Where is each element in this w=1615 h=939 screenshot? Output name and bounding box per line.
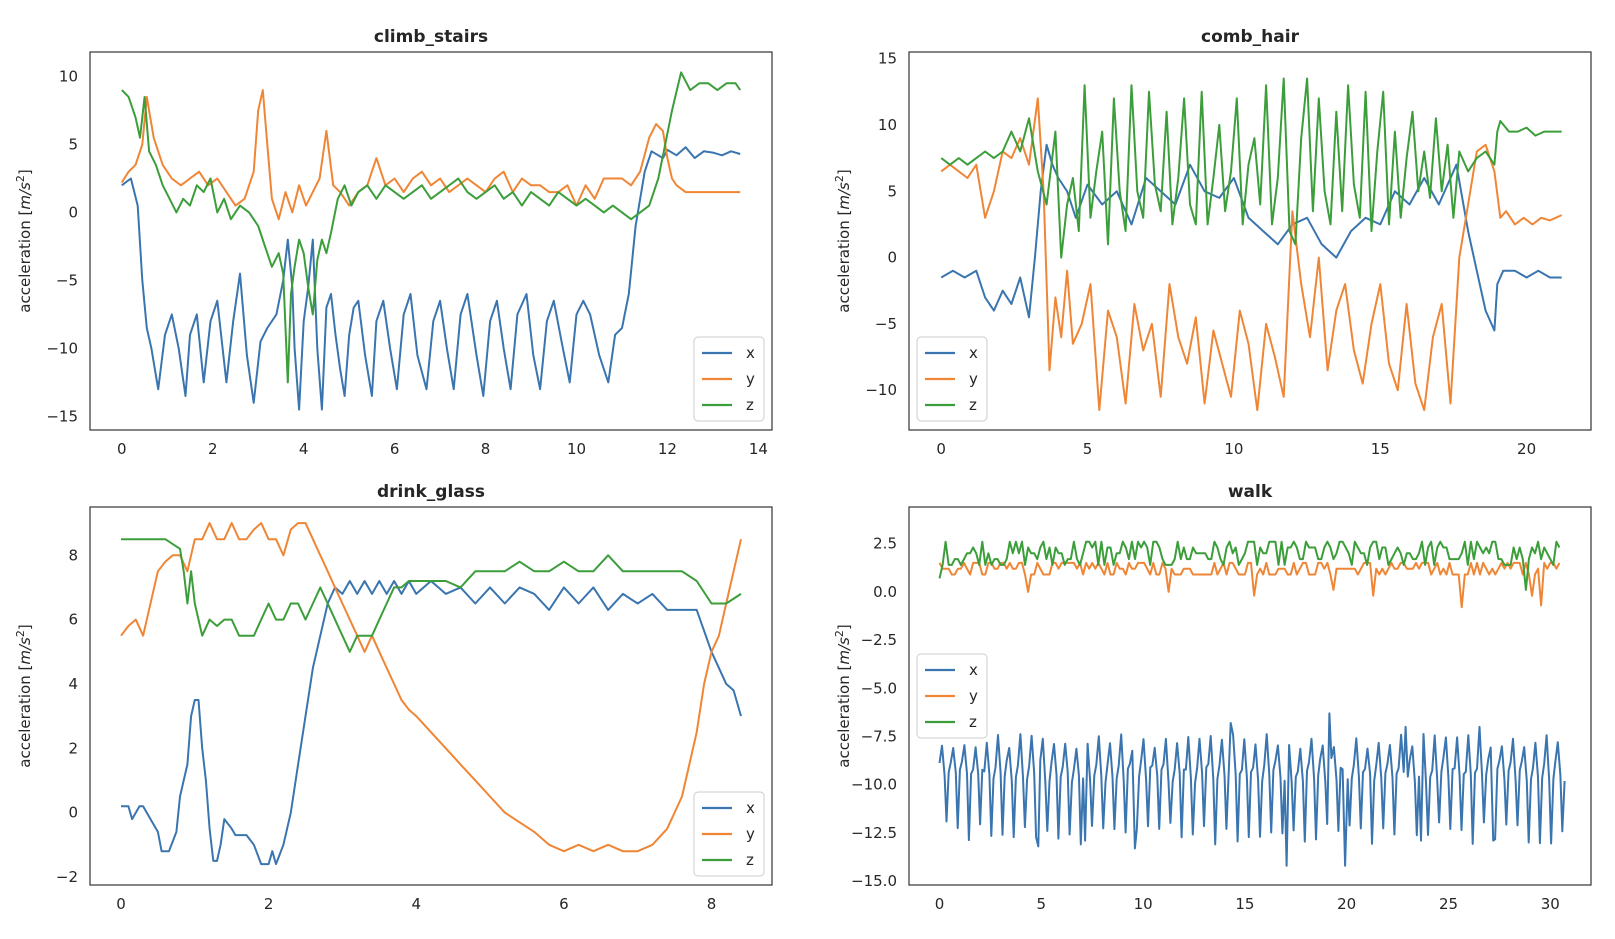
x-tick-label: 2 — [264, 895, 274, 913]
y-tick-label: 2 — [68, 739, 78, 757]
x-tick-label: 12 — [658, 440, 677, 458]
y-tick-label: −10 — [865, 381, 897, 399]
y-tick-label: 5 — [68, 135, 78, 153]
x-tick-label: 5 — [1037, 895, 1047, 913]
y-axis-label: acceleration [m/s2] — [14, 169, 34, 312]
chart-title: comb_hair — [1201, 27, 1300, 47]
legend-label-z: z — [746, 851, 754, 869]
y-tick-label: −15 — [46, 407, 78, 425]
series-line-y — [120, 89, 741, 221]
x-tick-label: 8 — [707, 895, 717, 913]
x-tick-label: 20 — [1517, 440, 1536, 458]
y-tick-label: 4 — [68, 675, 78, 693]
x-tick-label: 14 — [749, 440, 768, 458]
legend-label-x: x — [969, 661, 978, 679]
y-tick-label: −5 — [56, 271, 78, 289]
legend-label-x: x — [746, 344, 755, 362]
x-tick-label: 10 — [567, 440, 586, 458]
series-line-z — [940, 77, 1562, 259]
y-axis-label: acceleration [m/s2] — [833, 624, 853, 767]
x-tick-label: 4 — [299, 440, 309, 458]
legend-label-y: y — [969, 687, 978, 705]
y-tick-label: −12.5 — [851, 824, 897, 842]
y-tick-label: 6 — [68, 611, 78, 629]
y-tick-label: −5 — [875, 315, 897, 333]
x-tick-label: 30 — [1541, 895, 1560, 913]
legend-label-y: y — [969, 370, 978, 388]
y-tick-label: −15.0 — [851, 872, 897, 890]
x-tick-label: 10 — [1224, 440, 1243, 458]
x-tick-label: 0 — [936, 440, 946, 458]
legend-label-z: z — [969, 396, 977, 414]
legend-label-y: y — [746, 825, 755, 843]
series-line-x — [940, 143, 1562, 332]
plot-frame — [89, 51, 773, 431]
y-tick-label: 10 — [878, 116, 897, 134]
y-tick-label: 0 — [68, 203, 78, 221]
y-tick-label: −2 — [56, 868, 78, 886]
plot-frame — [908, 506, 1592, 886]
series-line-z — [121, 71, 742, 384]
legend: xyz — [916, 653, 988, 739]
series-line-x — [121, 146, 741, 411]
legend-label-x: x — [746, 799, 755, 817]
y-tick-label: −5.0 — [861, 679, 897, 697]
x-tick-label: 15 — [1371, 440, 1390, 458]
y-tick-label: 10 — [59, 67, 78, 85]
legend-label-y: y — [746, 370, 755, 388]
y-tick-label: −2.5 — [861, 631, 897, 649]
legend-label-x: x — [969, 344, 978, 362]
x-tick-label: 4 — [411, 895, 421, 913]
y-tick-label: 0 — [68, 804, 78, 822]
chart-walk: walk acceleration [m/s2] 0 5 10 15 20 25 30 −15.0… — [833, 482, 1592, 913]
x-tick-label: 6 — [390, 440, 400, 458]
chart-title: walk — [1228, 482, 1273, 502]
y-tick-label: −10 — [46, 339, 78, 357]
series-line-x — [121, 580, 742, 866]
series-line-y — [938, 561, 1561, 609]
y-tick-label: −10.0 — [851, 776, 897, 794]
x-tick-label: 0 — [935, 895, 945, 913]
x-tick-label: 25 — [1439, 895, 1458, 913]
plot-frame — [908, 51, 1592, 431]
x-tick-label: 0 — [117, 440, 127, 458]
series-line-z — [121, 538, 742, 653]
x-tick-label: 8 — [481, 440, 491, 458]
legend-label-z: z — [746, 396, 754, 414]
x-tick-label: 15 — [1235, 895, 1254, 913]
y-axis-label: acceleration [m/s2] — [833, 169, 853, 312]
y-tick-label: 15 — [878, 50, 897, 68]
series-line-z — [938, 540, 1561, 591]
chart-drink_glass: drink_glass acceleration [m/s2] 0 2 4 6 8 −2 0 2 4… — [14, 482, 773, 913]
x-tick-label: 5 — [1083, 440, 1093, 458]
x-tick-label: 0 — [116, 895, 126, 913]
series-line-y — [120, 522, 742, 853]
y-tick-label: 8 — [68, 546, 78, 564]
y-tick-label: 0.0 — [873, 583, 897, 601]
chart-title: climb_stairs — [374, 27, 488, 47]
x-tick-label: 6 — [559, 895, 569, 913]
series-line-x — [938, 712, 1566, 867]
y-axis-label: acceleration [m/s2] — [14, 624, 34, 767]
plot-frame — [89, 506, 773, 886]
x-tick-label: 10 — [1134, 895, 1153, 913]
legend: xyz — [693, 336, 765, 422]
y-tick-label: 5 — [887, 182, 897, 200]
y-tick-label: 0 — [887, 249, 897, 267]
legend: xyz — [693, 791, 765, 877]
legend-label-z: z — [969, 713, 977, 731]
series-line-y — [940, 97, 1563, 412]
y-tick-label: −7.5 — [861, 728, 897, 746]
chart-title: drink_glass — [377, 482, 485, 502]
y-tick-label: 2.5 — [873, 535, 897, 553]
x-tick-label: 20 — [1337, 895, 1356, 913]
chart-comb_hair: comb_hair acceleration [m/s2] 0 5 10 15 20 −10 −… — [833, 27, 1592, 458]
chart-climb_stairs: climb_stairs acceleration [m/s2] 0 2 4 6 8 10 12… — [14, 27, 773, 458]
x-tick-label: 2 — [208, 440, 218, 458]
legend: xyz — [916, 336, 988, 422]
